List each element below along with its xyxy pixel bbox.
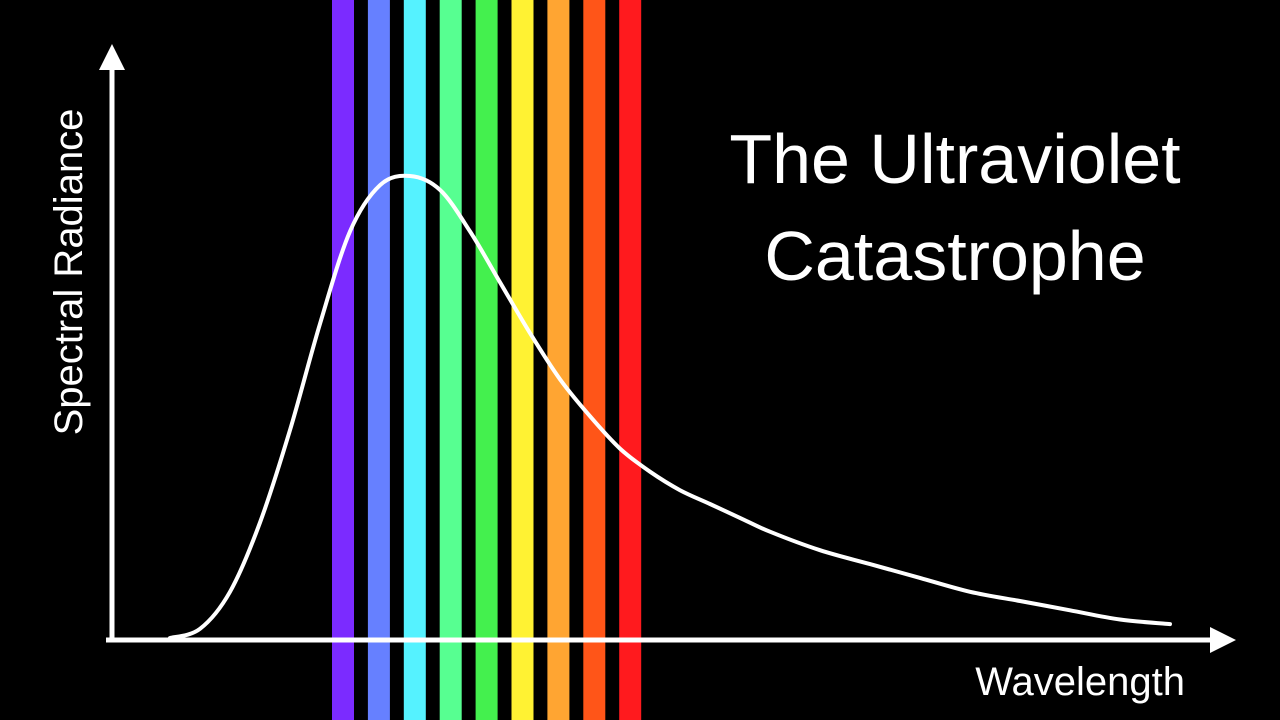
title-line-1: The Ultraviolet [729,120,1180,198]
x-axis-label: Wavelength [975,660,1185,704]
radiance-curve [168,173,1172,640]
title-line-2: Catastrophe [764,217,1145,295]
spectrum-band-green [475,0,498,720]
spectrum-band-blue [367,0,390,720]
spectrum-band-yellow [511,0,534,720]
y-axis-label: Spectral Radiance [47,109,91,436]
spectrum-band-light-green [439,0,462,720]
x-axis-arrow-icon [1210,627,1236,653]
spectrum-band-orange [583,0,606,720]
spectrum-band-violet [332,0,354,720]
spectrum-band-red [619,0,642,720]
spectrum-band-light-orange [547,0,570,720]
spectrum-bands [332,0,642,720]
y-axis-arrow-icon [99,44,125,70]
spectrum-band-cyan [403,0,426,720]
